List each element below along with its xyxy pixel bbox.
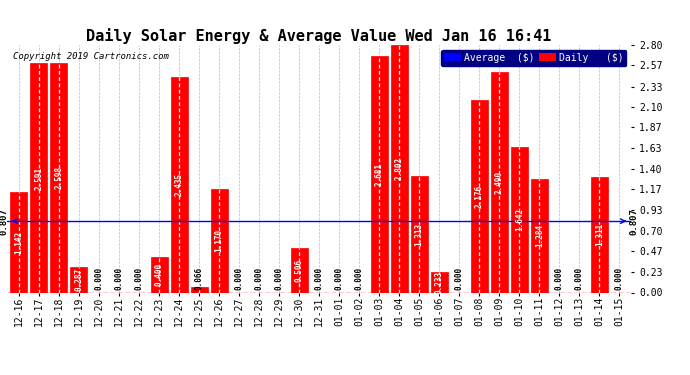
Text: 1.642: 1.642 (515, 209, 524, 231)
Bar (210, 189, 228, 292)
Bar (591, 177, 608, 292)
Bar (290, 248, 308, 292)
Bar (150, 257, 168, 292)
Text: 2.435: 2.435 (175, 173, 184, 196)
Text: 2.681: 2.681 (375, 162, 384, 186)
Text: 1.311: 1.311 (595, 223, 604, 246)
Text: 2.802: 2.802 (395, 157, 404, 180)
Text: 0.000: 0.000 (95, 267, 103, 290)
Bar (391, 45, 408, 292)
Text: 0.000: 0.000 (275, 267, 284, 290)
Text: 1.313: 1.313 (415, 223, 424, 246)
Bar (70, 267, 88, 292)
Bar (371, 56, 388, 292)
Bar (411, 177, 428, 292)
Text: 0.000: 0.000 (555, 267, 564, 290)
Legend: Average  ($), Daily   ($): Average ($), Daily ($) (441, 50, 627, 66)
Text: 0.000: 0.000 (315, 267, 324, 290)
Text: 0.000: 0.000 (235, 267, 244, 290)
Text: 1.284: 1.284 (535, 224, 544, 248)
Text: 0.000: 0.000 (115, 267, 124, 290)
Text: 0.066: 0.066 (195, 267, 204, 290)
Bar (531, 179, 548, 292)
Bar (170, 77, 188, 292)
Text: 0.233: 0.233 (435, 271, 444, 294)
Bar (511, 147, 528, 292)
Bar (471, 100, 488, 292)
Text: 1.142: 1.142 (14, 231, 23, 254)
Text: 0.287: 0.287 (75, 268, 83, 291)
Text: 0.000: 0.000 (355, 267, 364, 290)
Text: 0.807: 0.807 (0, 208, 9, 235)
Text: 2.176: 2.176 (475, 185, 484, 208)
Text: 2.490: 2.490 (495, 171, 504, 194)
Text: 0.506: 0.506 (295, 259, 304, 282)
Bar (431, 272, 448, 292)
Text: 0.000: 0.000 (575, 267, 584, 290)
Text: 1.170: 1.170 (215, 229, 224, 252)
Title: Daily Solar Energy & Average Value Wed Jan 16 16:41: Daily Solar Energy & Average Value Wed J… (86, 28, 552, 44)
Text: 0.000: 0.000 (615, 267, 624, 290)
Text: 0.807: 0.807 (629, 208, 638, 235)
Text: 2.598: 2.598 (55, 166, 63, 189)
Text: 2.591: 2.591 (34, 166, 43, 189)
Bar (10, 192, 28, 292)
Text: 0.000: 0.000 (335, 267, 344, 290)
Bar (491, 72, 508, 292)
Bar (190, 286, 208, 292)
Text: Copyright 2019 Cartronics.com: Copyright 2019 Cartronics.com (13, 53, 169, 62)
Text: 0.400: 0.400 (155, 263, 164, 286)
Bar (30, 63, 48, 292)
Text: 0.000: 0.000 (455, 267, 464, 290)
Bar (50, 63, 68, 292)
Text: 0.000: 0.000 (135, 267, 144, 290)
Text: 0.000: 0.000 (255, 267, 264, 290)
